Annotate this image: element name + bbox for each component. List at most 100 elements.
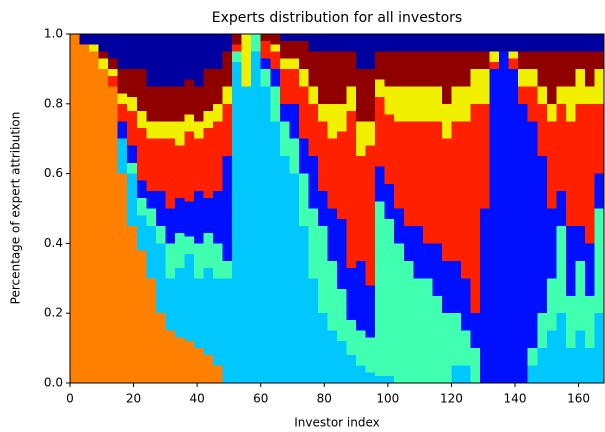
bar-segment (375, 79, 385, 97)
bar-segment (270, 51, 280, 69)
bar-segment (146, 34, 156, 87)
bar-segment (222, 278, 233, 383)
bar-segment (346, 320, 357, 356)
bar-segment (317, 103, 328, 122)
bar-segment (537, 51, 547, 87)
bar-segment (222, 156, 233, 261)
bar-segment (441, 34, 452, 52)
bar-segment (441, 260, 452, 314)
bar-segment (279, 103, 290, 122)
bar-segment (460, 34, 471, 52)
bar-segment (384, 114, 395, 185)
bar-segment (184, 253, 194, 342)
bar-segment (556, 313, 566, 383)
bar-segment (356, 365, 366, 383)
y-tick-label: 0.4 (44, 236, 63, 250)
bar-segment (222, 260, 233, 279)
bar-segment (232, 51, 242, 62)
bar-segment (298, 225, 309, 383)
bar-segment (136, 34, 147, 69)
bar-segment (222, 34, 233, 52)
bar-segment (298, 34, 309, 41)
bar-segment (470, 51, 481, 69)
bar-segment (527, 34, 538, 52)
bar-segment (365, 337, 376, 373)
bar-segment (108, 75, 118, 87)
bar-segment (527, 86, 538, 122)
bar-segment (98, 51, 109, 59)
bar-segment (184, 341, 194, 383)
bar-segment (213, 191, 223, 244)
bar-segment (489, 51, 500, 62)
bar-segment (165, 278, 175, 331)
bar-segment (451, 121, 461, 261)
bar-segment (451, 34, 461, 52)
bar-segment (470, 103, 481, 314)
bar-segment (451, 313, 461, 366)
bar-segment (117, 93, 128, 104)
bar-segment (213, 278, 223, 366)
bar-segment (584, 34, 595, 52)
bar-segment (317, 121, 328, 192)
bar-segment (155, 121, 166, 139)
bar-segment (184, 201, 194, 237)
bar-segment (546, 330, 557, 383)
bar-segment (356, 34, 366, 69)
bar-segment (527, 51, 538, 69)
bar-segment (403, 225, 414, 261)
bar-segment (155, 34, 166, 87)
bar-segment (251, 51, 261, 383)
bar-segment (346, 51, 357, 87)
bar-segment (546, 121, 557, 209)
bar-segment (136, 68, 147, 111)
bar-segment (422, 86, 433, 122)
bar-segment (98, 34, 109, 52)
y-tick-label: 0.2 (44, 306, 63, 320)
bar-segment (375, 201, 385, 377)
bar-segment (203, 267, 214, 356)
bar-segment (279, 121, 290, 157)
bar-segment (89, 44, 99, 52)
bar-segment (127, 173, 137, 226)
bar-segment (117, 121, 128, 139)
bar-segment (394, 86, 404, 122)
bar-segment (127, 163, 137, 174)
bar-segment (451, 260, 461, 314)
bar-segment (565, 295, 576, 349)
bar-segment (146, 225, 156, 279)
bar-segment (346, 86, 357, 111)
bar-segment (422, 243, 433, 279)
bar-segment (584, 51, 595, 87)
bar-segment (584, 86, 595, 104)
bar-segment (279, 34, 290, 41)
bar-segment (289, 40, 299, 59)
bar-segment (384, 184, 395, 219)
bar-segment (594, 313, 604, 383)
bar-segment (327, 34, 337, 52)
bar-segment (193, 348, 204, 383)
bar-segment (499, 51, 509, 383)
bar-segment (527, 365, 538, 383)
bar-segment (365, 372, 376, 383)
bar-segment (165, 86, 175, 122)
bar-segment (451, 86, 461, 122)
bar-segment (480, 51, 490, 69)
y-tick-label: 0.8 (44, 96, 63, 110)
bar-segment (289, 173, 299, 383)
bar-segment (518, 103, 528, 384)
bar-segment (470, 313, 481, 349)
bar-segment (203, 232, 214, 268)
bar-segment (346, 110, 357, 268)
bar-segment (165, 121, 175, 139)
y-tick-label: 0.0 (44, 376, 63, 390)
bar-segment (432, 86, 442, 122)
bar-segment (575, 260, 585, 331)
bar-segment (270, 68, 280, 87)
bar-segment (556, 103, 566, 192)
bar-segment (289, 68, 299, 104)
bar-segment (317, 225, 328, 314)
bar-segment (480, 34, 490, 52)
bar-segment (98, 58, 109, 69)
bar-segment (108, 34, 118, 59)
bar-segment (184, 79, 194, 115)
